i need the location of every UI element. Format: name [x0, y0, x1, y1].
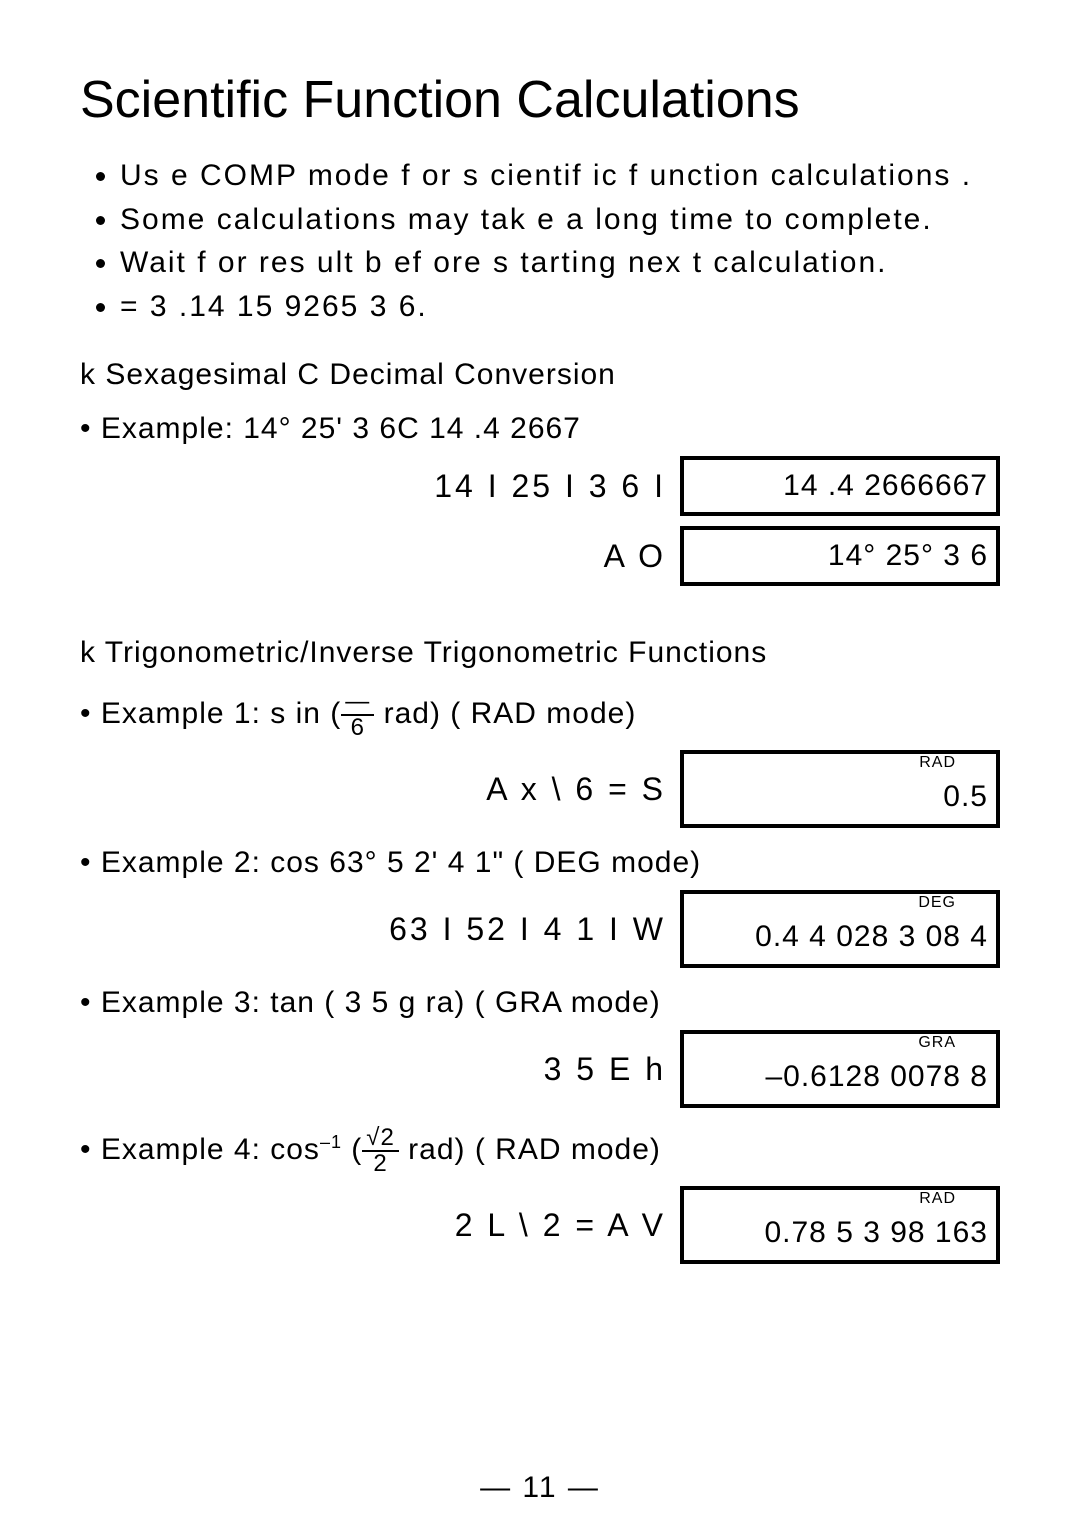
ex2-value: 0.4 4 028 3 08 4 — [755, 922, 988, 952]
ex1-frac: —6 — [341, 690, 374, 740]
sec1-row1-value: 14 .4 2666667 — [783, 471, 988, 501]
ex1-value: 0.5 — [943, 782, 988, 812]
ex4-keys: 2 L \ 2 = A V — [80, 1207, 666, 1244]
ex1-frac-num: — — [341, 690, 374, 716]
ex4-label-c: rad) ( RAD mode) — [399, 1133, 661, 1166]
sec1-row1-display: 14 .4 2666667 — [680, 456, 1000, 516]
ex1-mode: RAD — [919, 754, 956, 772]
intro-item: = 3 .14 15 9265 3 6. — [120, 285, 1000, 329]
ex2-mode: DEG — [918, 894, 956, 912]
page-title: Scientific Function Calculations — [80, 70, 1000, 130]
ex1-keys: A x \ 6 = S — [80, 771, 666, 808]
ex2-display: DEG 0.4 4 028 3 08 4 — [680, 890, 1000, 968]
sec1-row1: 14 I 25 I 3 6 I 14 .4 2666667 — [80, 456, 1000, 516]
ex1-label-b: rad) ( RAD mode) — [374, 697, 636, 730]
ex4-label: Example 4: cos–1 (√22 rad) ( RAD mode) — [80, 1126, 1000, 1176]
ex3-label: Example 3: tan ( 3 5 g ra) ( GRA mode) — [80, 986, 1000, 1020]
ex3-row: 3 5 E h GRA –0.6128 0078 8 — [80, 1030, 1000, 1108]
intro-item: Some calculations may tak e a long time … — [120, 198, 1000, 242]
ex4-sup: –1 — [320, 1132, 342, 1152]
ex2-row: 63 I 52 I 4 1 I W DEG 0.4 4 028 3 08 4 — [80, 890, 1000, 968]
ex4-frac-num: √2 — [362, 1126, 399, 1152]
ex1-label: Example 1: s in (—6 rad) ( RAD mode) — [80, 690, 1000, 740]
intro-item: Wait f or res ult b ef ore s tarting nex… — [120, 241, 1000, 285]
ex4-mode: RAD — [919, 1190, 956, 1208]
page-number: — 11 — — [0, 1471, 1080, 1505]
ex1-label-a: Example 1: s in ( — [101, 697, 341, 730]
ex3-keys: 3 5 E h — [80, 1051, 666, 1088]
sec1-row1-keys: 14 I 25 I 3 6 I — [80, 468, 666, 505]
ex2-keys: 63 I 52 I 4 1 I W — [80, 911, 666, 948]
sec1-row2: A O 14° 25° 3 6 — [80, 526, 1000, 586]
ex4-label-b: ( — [342, 1133, 362, 1166]
ex3-mode: GRA — [918, 1034, 956, 1052]
intro-item: Us e COMP mode f or s cientif ic f uncti… — [120, 154, 1000, 198]
intro-list: Us e COMP mode f or s cientif ic f uncti… — [80, 154, 1000, 328]
ex1-row: A x \ 6 = S RAD 0.5 — [80, 750, 1000, 828]
ex4-label-a: Example 4: cos — [101, 1133, 320, 1166]
ex4-value: 0.78 5 3 98 163 — [764, 1218, 988, 1248]
section-sexagesimal-head: k Sexagesimal C Decimal Conversion — [80, 358, 1000, 392]
sec1-row2-keys: A O — [80, 538, 666, 575]
sec1-row2-display: 14° 25° 3 6 — [680, 526, 1000, 586]
sec1-example-label: Example: 14° 25' 3 6C 14 .4 2667 — [80, 412, 1000, 446]
ex1-frac-den: 6 — [341, 716, 374, 740]
ex4-row: 2 L \ 2 = A V RAD 0.78 5 3 98 163 — [80, 1186, 1000, 1264]
ex3-display: GRA –0.6128 0078 8 — [680, 1030, 1000, 1108]
ex2-label: Example 2: cos 63° 5 2' 4 1" ( DEG mode) — [80, 846, 1000, 880]
ex4-frac-den: 2 — [362, 1152, 399, 1176]
sec1-row2-value: 14° 25° 3 6 — [828, 541, 988, 571]
section-trig-head: k Trigonometric/Inverse Trigonometric Fu… — [80, 636, 1000, 670]
page: Scientific Function Calculations Us e CO… — [0, 0, 1080, 1535]
ex3-value: –0.6128 0078 8 — [765, 1062, 988, 1092]
ex4-display: RAD 0.78 5 3 98 163 — [680, 1186, 1000, 1264]
ex1-display: RAD 0.5 — [680, 750, 1000, 828]
ex4-frac: √22 — [362, 1126, 399, 1176]
